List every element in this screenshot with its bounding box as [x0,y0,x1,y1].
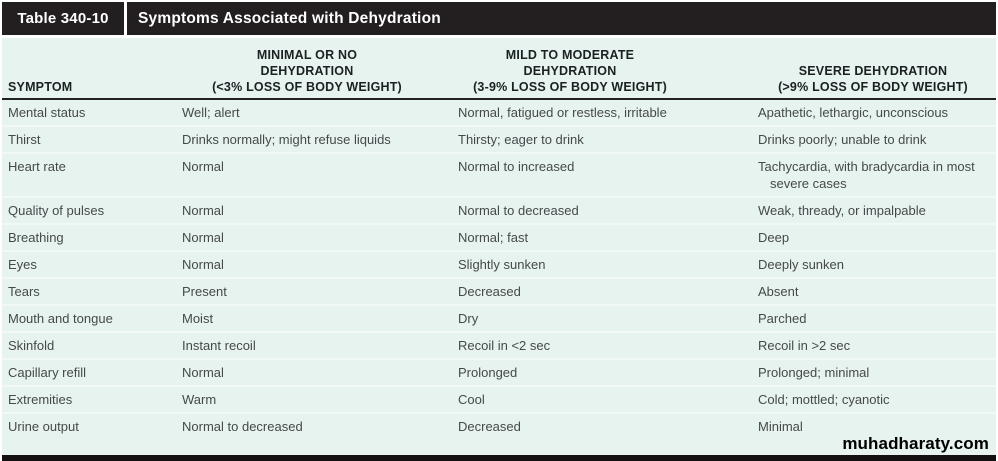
mild-cell: Dry [458,311,479,326]
header-line: DEHYDRATION [260,64,354,78]
table-row-breathing: Breathing Normal Normal; fast Deep [2,223,996,250]
severe-cell: Prolonged; minimal [758,365,870,380]
header-line: MILD TO MODERATE [505,48,635,62]
severe-cell: Weak, thready, or impalpable [758,203,926,218]
table-row-tears: Tears Present Decreased Absent [2,277,996,304]
minimal-cell: Warm [182,392,217,407]
header-line: SYMPTOM [8,80,73,94]
severe-cell: Drinks poorly; unable to drink [758,132,927,147]
column-header-symptom: SYMPTOM [8,79,182,95]
symptom-cell: Urine output [8,419,79,434]
table-row-eyes: Eyes Normal Slightly sunken Deeply sunke… [2,250,996,277]
watermark-text: muhadharaty.com [842,434,989,453]
mild-cell: Normal to increased [458,159,575,174]
header-line: (<3% LOSS OF BODY WEIGHT) [212,80,402,94]
minimal-cell: Normal [182,365,224,380]
severe-cell: Deeply sunken [758,257,844,272]
symptom-cell: Eyes [8,257,37,272]
symptoms-table: SYMPTOM MINIMAL OR NO DEHYDRATION (<3% L… [2,38,996,455]
table-row-capillary-refill: Capillary refill Normal Prolonged Prolon… [2,358,996,385]
mild-cell: Slightly sunken [458,257,546,272]
severe-cell: Recoil in >2 sec [758,338,851,353]
header-line: MINIMAL OR NO [256,48,358,62]
table-header-row: SYMPTOM MINIMAL OR NO DEHYDRATION (<3% L… [2,38,996,100]
header-line: SEVERE DEHYDRATION [798,64,948,78]
symptom-cell: Mental status [8,105,86,120]
minimal-cell: Normal [182,257,224,272]
mild-cell: Thirsty; eager to drink [458,132,584,147]
symptom-cell: Thirst [8,132,41,147]
table-row-heart-rate: Heart rate Normal Normal to increased Ta… [2,152,996,196]
minimal-cell: Present [182,284,227,299]
header-line: (3-9% LOSS OF BODY WEIGHT) [473,80,667,94]
symptom-cell: Breathing [8,230,64,245]
symptom-cell: Heart rate [8,159,66,174]
table-row-mouth-and-tongue: Mouth and tongue Moist Dry Parched [2,304,996,331]
symptom-cell: Capillary refill [8,365,87,380]
table-row-quality-of-pulses: Quality of pulses Normal Normal to decre… [2,196,996,223]
severe-cell: Tachycardia, with bradycardia in most se… [758,159,975,191]
mild-cell: Decreased [458,284,521,299]
symptom-cell: Extremities [8,392,73,407]
minimal-cell: Normal [182,230,224,245]
mild-cell: Normal; fast [458,230,529,245]
minimal-cell: Normal to decreased [182,419,303,434]
table-row-skinfold: Skinfold Instant recoil Recoil in <2 sec… [2,331,996,358]
severe-cell: Minimal [758,419,803,434]
column-header-minimal-dehydration: MINIMAL OR NO DEHYDRATION (<3% LOSS OF B… [182,47,458,95]
mild-cell: Prolonged [458,365,518,380]
column-header-severe-dehydration: SEVERE DEHYDRATION (>9% LOSS OF BODY WEI… [758,63,996,95]
header-line: (>9% LOSS OF BODY WEIGHT) [778,80,968,94]
symptom-cell: Tears [8,284,40,299]
severe-cell: Deep [758,230,790,245]
minimal-cell: Drinks normally; might refuse liquids [182,132,391,147]
minimal-cell: Well; alert [182,105,240,120]
severe-cell: Cold; mottled; cyanotic [758,392,890,407]
table-body: Mental status Well; alert Normal, fatigu… [2,100,996,439]
symptom-cell: Skinfold [8,338,55,353]
minimal-cell: Normal [182,203,224,218]
mild-cell: Recoil in <2 sec [458,338,551,353]
table-title: Symptoms Associated with Dehydration [138,9,441,27]
table-row-urine-output: Urine output Normal to decreased Decreas… [2,412,996,439]
symptom-cell: Mouth and tongue [8,311,113,326]
table-title-bar: Table 340-10 Symptoms Associated with De… [2,2,996,35]
table-row-extremities: Extremities Warm Cool Cold; mottled; cya… [2,385,996,412]
mild-cell: Cool [458,392,485,407]
severe-cell: Apathetic, lethargic, unconscious [758,105,949,120]
mild-cell: Normal to decreased [458,203,579,218]
mild-cell: Decreased [458,419,521,434]
title-bar-divider [124,2,127,35]
minimal-cell: Normal [182,159,224,174]
minimal-cell: Moist [182,311,214,326]
table-number-label: Table 340-10 [17,10,109,27]
mild-cell: Normal, fatigued or restless, irritable [458,105,667,120]
header-line: DEHYDRATION [523,64,617,78]
severe-cell: Absent [758,284,799,299]
table-row-thirst: Thirst Drinks normally; might refuse liq… [2,125,996,152]
symptom-cell: Quality of pulses [8,203,105,218]
bottom-rule [2,455,996,461]
column-header-mild-moderate-dehydration: MILD TO MODERATE DEHYDRATION (3-9% LOSS … [458,47,758,95]
minimal-cell: Instant recoil [182,338,256,353]
table-row-mental-status: Mental status Well; alert Normal, fatigu… [2,100,996,125]
severe-cell: Parched [758,311,807,326]
